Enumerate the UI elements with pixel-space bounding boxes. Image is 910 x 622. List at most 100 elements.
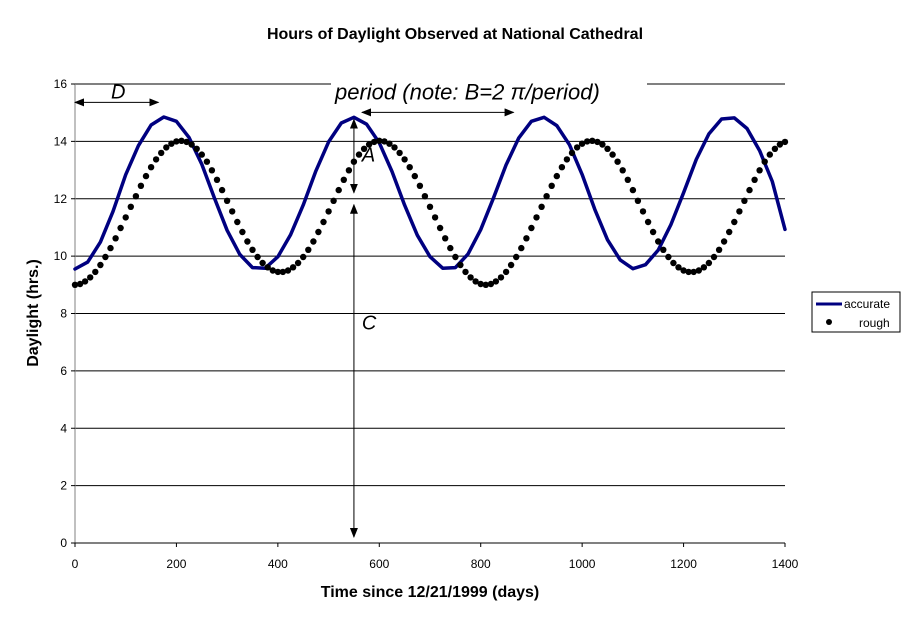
rough-point <box>381 138 388 145</box>
rough-point <box>122 214 129 221</box>
rough-point <box>766 151 773 158</box>
rough-point <box>538 203 545 210</box>
rough-point <box>345 167 353 174</box>
rough-point <box>401 156 408 163</box>
legend: accurate rough <box>811 291 901 333</box>
y-tick-label-4: 4 <box>60 421 67 435</box>
rough-point <box>533 214 540 221</box>
x-tick-label-1200: 1200 <box>670 557 697 571</box>
rough-point <box>497 274 505 281</box>
rough-point <box>259 259 266 267</box>
annotation-a-label: A <box>361 144 375 166</box>
rough-point <box>685 268 692 276</box>
chart-title: Hours of Daylight Observed at National C… <box>267 26 643 43</box>
y-axis-ticks: 0 2 4 6 8 10 12 14 16 <box>54 77 75 550</box>
x-tick-label-400: 400 <box>268 557 288 571</box>
rough-point <box>507 261 515 269</box>
rough-point <box>92 268 99 276</box>
rough-point <box>736 208 743 215</box>
rough-point <box>112 235 119 242</box>
rough-point <box>568 149 576 157</box>
x-tick-label-1000: 1000 <box>569 557 596 571</box>
y-tick-label-0: 0 <box>60 536 67 550</box>
rough-point <box>523 235 530 242</box>
rough-point <box>168 140 175 147</box>
rough-point <box>599 141 606 148</box>
rough-point <box>147 164 155 171</box>
gridlines <box>75 83 785 544</box>
legend-box <box>811 291 901 333</box>
rough-point <box>431 214 439 221</box>
rough-point <box>715 246 723 253</box>
rough-point <box>142 172 150 180</box>
rough-point <box>421 193 429 200</box>
rough-point <box>447 244 454 252</box>
rough-point <box>649 228 657 236</box>
rough-point <box>726 228 733 236</box>
rough-point <box>578 140 586 147</box>
rough-point <box>264 264 271 271</box>
y-tick-label-6: 6 <box>60 364 67 378</box>
rough-point <box>249 246 256 253</box>
rough-point <box>487 280 495 288</box>
y-tick-label-14: 14 <box>54 134 68 148</box>
y-tick-label-10: 10 <box>54 249 68 263</box>
rough-point <box>771 145 779 152</box>
y-axis-title: Daylight (hrs.) <box>25 259 42 367</box>
rough-point <box>178 137 185 144</box>
rough-point <box>492 278 500 285</box>
rough-point <box>452 253 459 261</box>
rough-point <box>731 218 738 226</box>
rough-point <box>781 138 789 146</box>
rough-point <box>670 259 677 267</box>
rough-point <box>558 164 566 171</box>
rough-point <box>482 281 489 288</box>
rough-point <box>396 149 403 157</box>
rough-point <box>107 244 114 252</box>
rough-point <box>518 244 525 252</box>
rough-point <box>371 138 378 146</box>
rough-point <box>457 261 464 269</box>
rough-point <box>644 218 652 226</box>
rough-point <box>163 144 170 151</box>
rough-point <box>690 268 697 276</box>
rough-point <box>376 137 383 144</box>
rough-point <box>619 167 626 174</box>
rough-point <box>310 238 317 245</box>
rough-point <box>158 149 165 157</box>
rough-point <box>584 138 591 145</box>
rough-point <box>609 151 616 158</box>
rough-point <box>756 167 763 174</box>
y-tick-label-8: 8 <box>60 307 67 321</box>
rough-point <box>81 278 89 285</box>
rough-point <box>695 267 702 274</box>
rough-point <box>467 274 474 281</box>
rough-point <box>543 193 550 200</box>
rough-point <box>406 164 413 171</box>
legend-rough-label: rough <box>859 316 890 330</box>
rough-point <box>284 267 292 274</box>
rough-point <box>213 176 221 183</box>
rough-point <box>193 145 200 152</box>
rough-point <box>274 268 282 276</box>
rough-point <box>239 228 246 236</box>
rough-point <box>305 246 312 253</box>
rough-point <box>360 145 368 152</box>
x-axis-title: Time since 12/21/1999 (days) <box>321 584 540 601</box>
rough-point <box>629 186 637 194</box>
rough-point <box>325 208 332 215</box>
rough-point <box>254 253 261 261</box>
annotations: D period (note: B=2 π/period) A C <box>74 78 647 538</box>
rough-point <box>594 138 601 146</box>
annotation-d-label: D <box>111 81 125 103</box>
rough-point <box>137 182 145 189</box>
annotation-period-label: period (note: B=2 π/period) <box>334 79 600 104</box>
rough-point <box>269 267 276 274</box>
rough-point <box>289 264 297 271</box>
rough-point <box>386 140 393 147</box>
rough-point <box>76 280 84 288</box>
rough-point <box>746 186 753 194</box>
rough-point <box>710 253 718 261</box>
rough-point <box>660 246 667 253</box>
